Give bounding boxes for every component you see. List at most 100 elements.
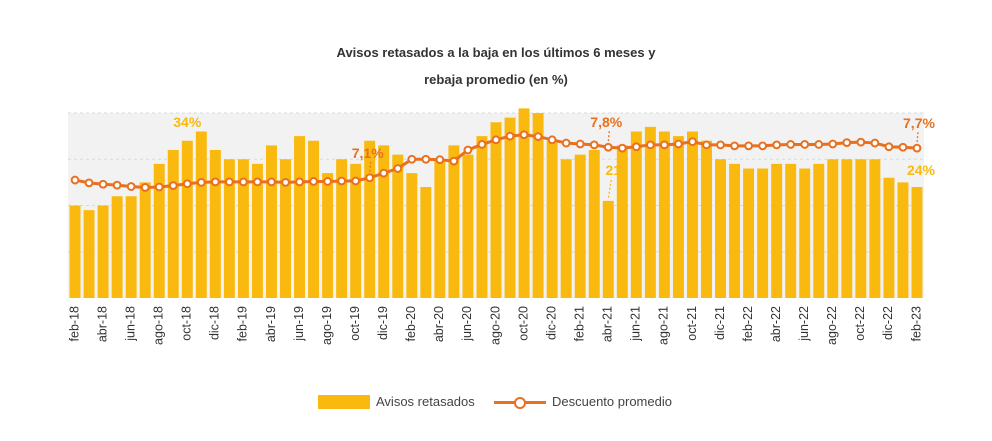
x-tick-feb-23: feb-23 <box>909 306 923 341</box>
point-oct-20 <box>519 130 529 140</box>
bar-jun-20 <box>462 154 474 299</box>
bar-dic-22 <box>883 177 895 298</box>
point-jun-21 <box>631 142 641 152</box>
point-abr-21 <box>603 142 613 152</box>
legend-line-swatch <box>494 395 546 409</box>
bar-jul-18 <box>139 182 151 299</box>
point-ene-20 <box>393 164 403 173</box>
x-tick-jun-21: jun-21 <box>629 306 643 342</box>
x-tick-abr-22: abr-22 <box>769 306 783 342</box>
point-nov-20 <box>533 132 543 141</box>
point-dic-21 <box>716 140 725 150</box>
bar-ene-23 <box>897 182 909 299</box>
x-tick-jun-19: jun-19 <box>292 306 306 342</box>
bar-feb-20 <box>406 173 418 299</box>
point-sep-20 <box>505 131 515 141</box>
point-jul-19 <box>309 177 318 186</box>
bar-ene-19 <box>223 159 235 298</box>
point-feb-22 <box>744 141 753 151</box>
bar-mar-20 <box>420 187 432 298</box>
point-jun-19 <box>295 177 304 187</box>
x-tick-jun-20: jun-20 <box>460 306 474 342</box>
chart-title-line2: rebaja promedio (en %) <box>424 72 568 87</box>
point-dic-22 <box>884 142 894 152</box>
point-may-22 <box>786 140 796 149</box>
bar-may-21 <box>616 145 628 299</box>
bar-abr-19 <box>266 145 277 299</box>
x-tick-ago-19: ago-19 <box>320 306 334 345</box>
point-oct-22 <box>856 137 866 147</box>
bar-ago-22 <box>827 159 839 298</box>
annotation-leader <box>607 131 610 143</box>
point-ago-18 <box>154 182 164 192</box>
bar-dic-18 <box>209 150 221 298</box>
x-tick-dic-22: dic-22 <box>881 306 895 340</box>
bar-oct-22 <box>855 159 867 298</box>
bar-oct-19 <box>350 163 362 299</box>
point-dic-18 <box>210 177 220 187</box>
x-tick-jun-18: jun-18 <box>123 306 137 342</box>
point-feb-18 <box>70 175 80 185</box>
x-tick-oct-21: oct-21 <box>685 306 699 341</box>
chart-title-line1: Avisos retasados a la baja en los último… <box>336 45 656 60</box>
annotation-leader <box>369 161 372 173</box>
point-feb-23 <box>912 143 922 153</box>
point-jun-18 <box>126 182 136 191</box>
point-sep-21 <box>674 139 683 149</box>
bar-feb-21 <box>574 154 586 299</box>
x-tick-feb-18: feb-18 <box>67 306 81 341</box>
point-may-20 <box>449 156 459 166</box>
bar-abr-21 <box>602 200 614 299</box>
point-oct-19 <box>351 176 361 186</box>
bar-dic-21 <box>715 159 726 298</box>
bar-mar-19 <box>251 163 263 299</box>
x-tick-ago-20: ago-20 <box>488 306 502 345</box>
point-abr-18 <box>98 179 108 189</box>
point-sep-18 <box>168 181 178 191</box>
bar-nov-21 <box>701 140 712 298</box>
bar-ene-22 <box>729 163 741 299</box>
bar-jun-19 <box>294 136 306 299</box>
bar-may-18 <box>111 196 123 298</box>
point-may-18 <box>112 180 122 190</box>
bar-jul-22 <box>813 163 825 299</box>
x-tick-oct-22: oct-22 <box>853 306 867 341</box>
legend-label-avisos: Avisos retasados <box>376 394 475 409</box>
bar-abr-18 <box>97 205 109 298</box>
point-feb-21 <box>575 139 585 149</box>
bar-sep-22 <box>841 159 853 298</box>
point-mar-22 <box>758 141 768 151</box>
legend-item-descuento: Descuento promedio <box>494 394 672 409</box>
x-tick-ago-18: ago-18 <box>152 306 166 345</box>
point-abr-19 <box>267 177 276 187</box>
bar-dic-19 <box>378 145 390 299</box>
point-may-19 <box>281 177 290 187</box>
point-ene-23 <box>898 142 908 152</box>
bar-mar-18 <box>83 210 95 299</box>
x-tick-abr-19: abr-19 <box>264 306 278 342</box>
data-label-21: 21 <box>605 162 621 178</box>
bar-may-20 <box>448 145 460 299</box>
point-ago-22 <box>828 139 838 149</box>
x-tick-dic-20: dic-20 <box>544 306 558 340</box>
bar-abr-22 <box>771 163 783 299</box>
bar-jun-18 <box>125 196 137 298</box>
bar-nov-19 <box>364 140 376 298</box>
point-dic-20 <box>547 135 557 145</box>
point-jul-20 <box>477 140 487 149</box>
x-tick-dic-21: dic-21 <box>713 306 727 340</box>
bar-ago-21 <box>658 131 670 298</box>
point-oct-21 <box>688 137 697 147</box>
point-ene-22 <box>730 141 739 151</box>
bar-ene-21 <box>560 159 572 298</box>
point-nov-21 <box>702 140 711 150</box>
x-tick-ago-21: ago-21 <box>657 306 671 345</box>
bar-ago-18 <box>153 163 165 299</box>
x-tick-ago-22: ago-22 <box>825 306 839 345</box>
point-may-21 <box>617 143 627 153</box>
bar-ago-19 <box>322 173 334 299</box>
data-label-78: 7,8% <box>590 114 622 130</box>
bar-may-22 <box>785 163 797 299</box>
point-nov-19 <box>365 173 375 183</box>
bar-sep-18 <box>167 150 179 298</box>
